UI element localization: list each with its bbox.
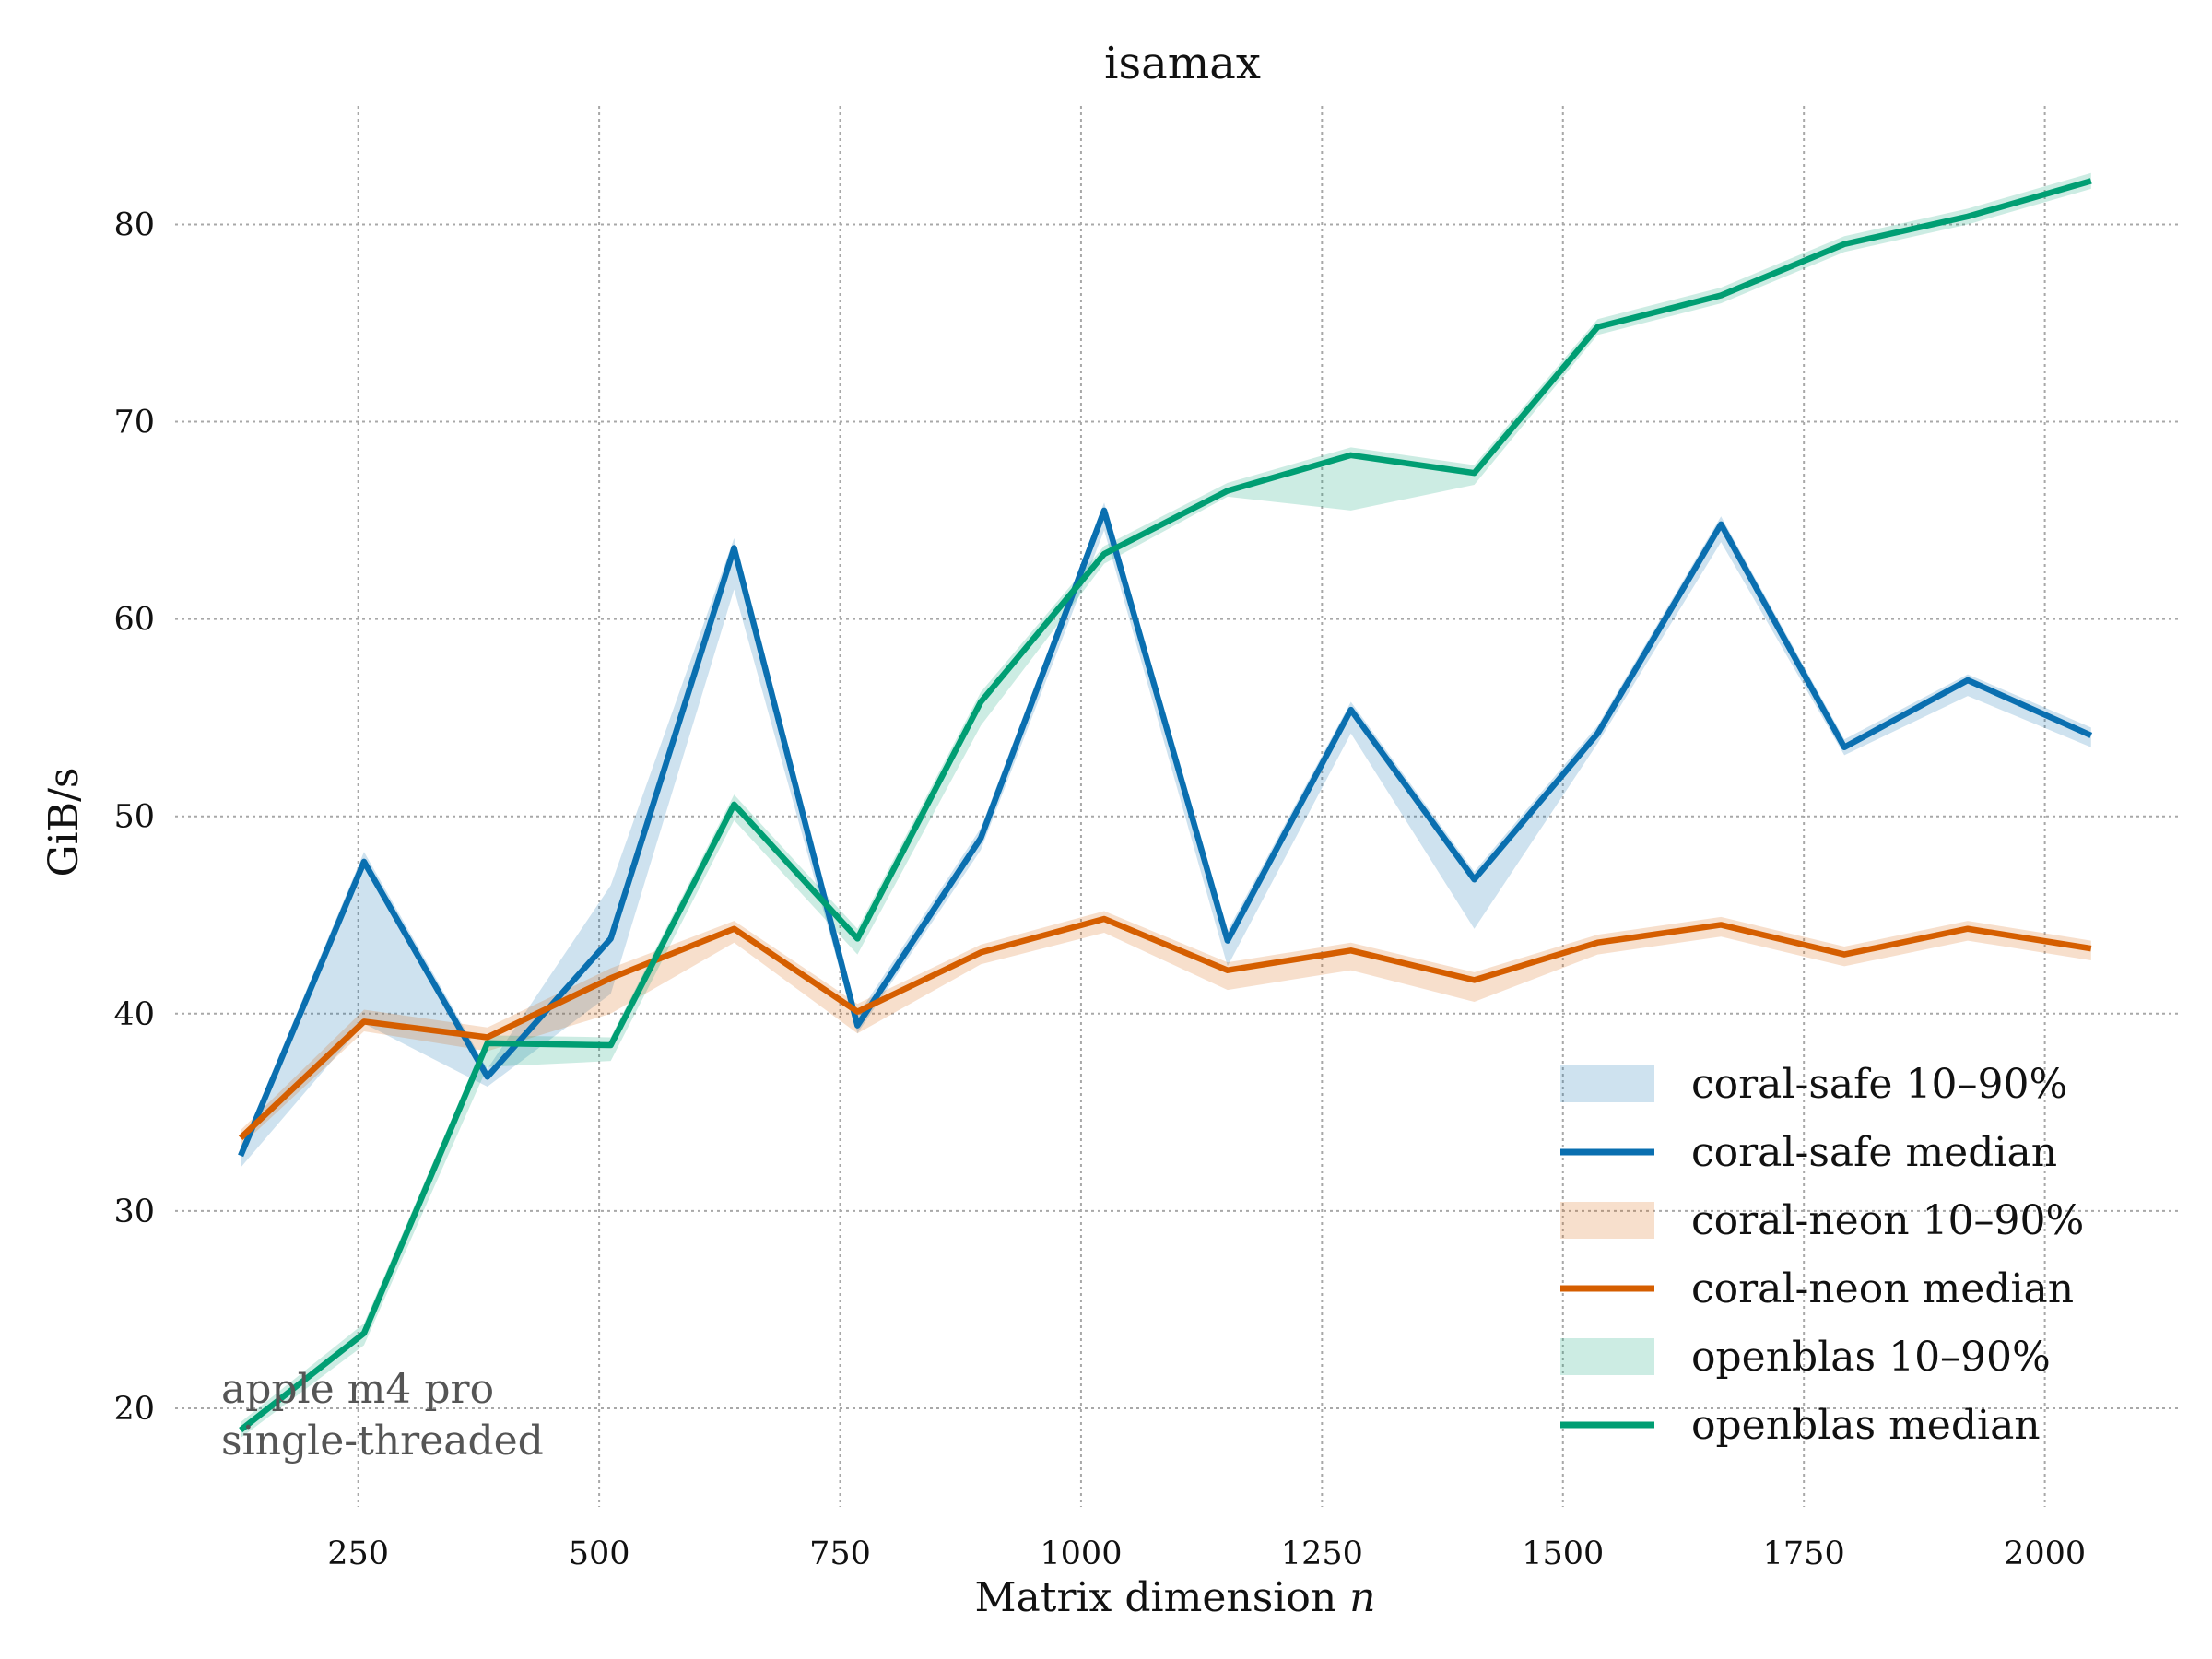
x-axis-label-text: Matrix dimension: [974, 1574, 1349, 1621]
coral-safe-median-legend-label: coral-safe median: [1691, 1129, 2057, 1176]
x-tick-label-1000: 1000: [1040, 1535, 1122, 1572]
openblas-band-swatch: [1560, 1338, 1654, 1375]
x-axis-ticks: 250 500 750 1000 1250 1500 1750 2000: [327, 1535, 2086, 1572]
coral-neon-median-line: [238, 915, 2092, 1141]
hardware-annotation: apple m4 pro: [221, 1366, 494, 1413]
openblas-band-legend-label: openblas 10–90%: [1691, 1334, 2051, 1381]
coral-safe-band-legend-label: coral-safe 10–90%: [1691, 1061, 2067, 1108]
coral-neon-median-legend-label: coral-neon median: [1691, 1265, 2074, 1312]
percentile-bands: [241, 172, 2091, 1439]
y-tick-label-70: 70: [113, 405, 155, 441]
median-lines: [238, 178, 2093, 1433]
x-tick-label-500: 500: [569, 1535, 630, 1572]
openblas-median-legend-label: openblas median: [1691, 1402, 2041, 1449]
y-tick-label-40: 40: [113, 996, 155, 1033]
x-tick-label-1500: 1500: [1522, 1535, 1604, 1572]
y-axis-label: GiB/s: [41, 768, 88, 877]
grid: [175, 106, 2180, 1507]
y-tick-label-20: 20: [113, 1391, 155, 1428]
coral-safe-band-swatch: [1560, 1065, 1654, 1102]
openblas-median-line: [239, 178, 2092, 1433]
x-tick-label-1250: 1250: [1281, 1535, 1363, 1572]
chart-title: isamax: [1104, 38, 1261, 89]
legend: coral-safe 10–90% coral-safe median coral-…: [1560, 1061, 2084, 1449]
x-axis-label-variable: n: [1349, 1574, 1375, 1621]
x-tick-label-750: 750: [809, 1535, 871, 1572]
y-tick-label-80: 80: [113, 206, 155, 243]
x-tick-label-2000: 2000: [2004, 1535, 2086, 1572]
y-tick-label-60: 60: [113, 602, 155, 639]
coral-neon-band: [241, 911, 2091, 1147]
x-axis-label: Matrix dimension n: [974, 1574, 1375, 1621]
coral-neon-band-swatch: [1560, 1202, 1654, 1239]
coral-safe-band: [241, 502, 2091, 1168]
coral-neon-band-legend-label: coral-neon 10–90%: [1691, 1197, 2084, 1244]
threading-annotation: single-threaded: [221, 1418, 544, 1465]
x-tick-label-250: 250: [327, 1535, 389, 1572]
y-axis-ticks: 20 30 40 50 60 70 80: [113, 206, 155, 1428]
openblas-band: [241, 172, 2091, 1439]
y-tick-label-50: 50: [113, 799, 155, 836]
x-tick-label-1750: 1750: [1763, 1535, 1845, 1572]
y-tick-label-30: 30: [113, 1194, 155, 1230]
